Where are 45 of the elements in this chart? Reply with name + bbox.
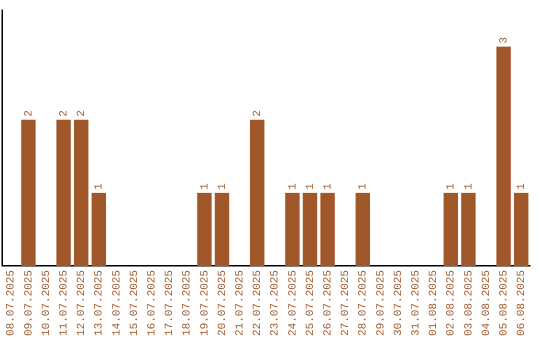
x-tick-label: 12.07.2025	[76, 270, 88, 336]
data-label: 2	[23, 110, 36, 117]
data-label: 1	[358, 182, 370, 190]
x-tick-label: 29.07.2025	[375, 270, 388, 336]
x-tick-label: 16.07.2025	[146, 270, 159, 336]
x-tick-label: 15.07.2025	[128, 270, 141, 336]
x-tick-label: 20.07.2025	[216, 270, 229, 336]
x-tick-label: 11.07.2025	[58, 270, 71, 336]
x-tick-label: 19.07.2025	[199, 270, 212, 336]
x-tick-label: 17.07.2025	[164, 270, 176, 336]
data-label: 1	[516, 182, 528, 190]
data-label: 1	[322, 182, 335, 190]
x-tick-label: 31.07.2025	[410, 270, 423, 336]
x-tick-label: 06.08.2025	[516, 270, 528, 336]
x-tick-label: 02.08.2025	[446, 270, 458, 336]
data-label: 2	[58, 110, 71, 117]
x-tick-label: 23.07.2025	[270, 270, 282, 336]
data-label: 1	[463, 182, 476, 190]
x-tick-label: 08.07.2025	[6, 270, 18, 336]
data-label: 2	[252, 110, 264, 117]
x-tick-label: 18.07.2025	[182, 270, 194, 336]
x-tick-label: 04.08.2025	[480, 270, 493, 336]
data-label: 2	[76, 110, 88, 117]
data-label: 1	[446, 182, 458, 190]
x-tick-label: 14.07.2025	[111, 270, 124, 336]
x-tick-label: 10.07.2025	[40, 270, 53, 336]
data-label: 1	[94, 182, 106, 190]
x-tick-label: 09.07.2025	[23, 270, 36, 336]
x-tick-label: 05.08.2025	[498, 270, 511, 336]
data-label: 1	[304, 182, 317, 190]
data-label: 1	[199, 182, 212, 190]
x-tick-label: 24.07.2025	[287, 270, 300, 336]
x-tick-label: 30.07.2025	[392, 270, 405, 336]
x-tick-label: 28.07.2025	[358, 270, 370, 336]
x-tick-label: 25.07.2025	[304, 270, 317, 336]
x-tick-label: 13.07.2025	[94, 270, 106, 336]
data-label: 3	[498, 36, 511, 44]
data-label: 1	[216, 182, 229, 190]
x-tick-label: 27.07.2025	[340, 270, 352, 336]
x-tick-label: 01.08.2025	[428, 270, 440, 336]
data-label: 1	[287, 182, 300, 190]
x-tick-label: 22.07.2025	[252, 270, 264, 336]
x-tick-label: 03.08.2025	[463, 270, 476, 336]
x-tick-label: 26.07.2025	[322, 270, 335, 336]
x-tick-label: 21.07.2025	[234, 270, 247, 336]
